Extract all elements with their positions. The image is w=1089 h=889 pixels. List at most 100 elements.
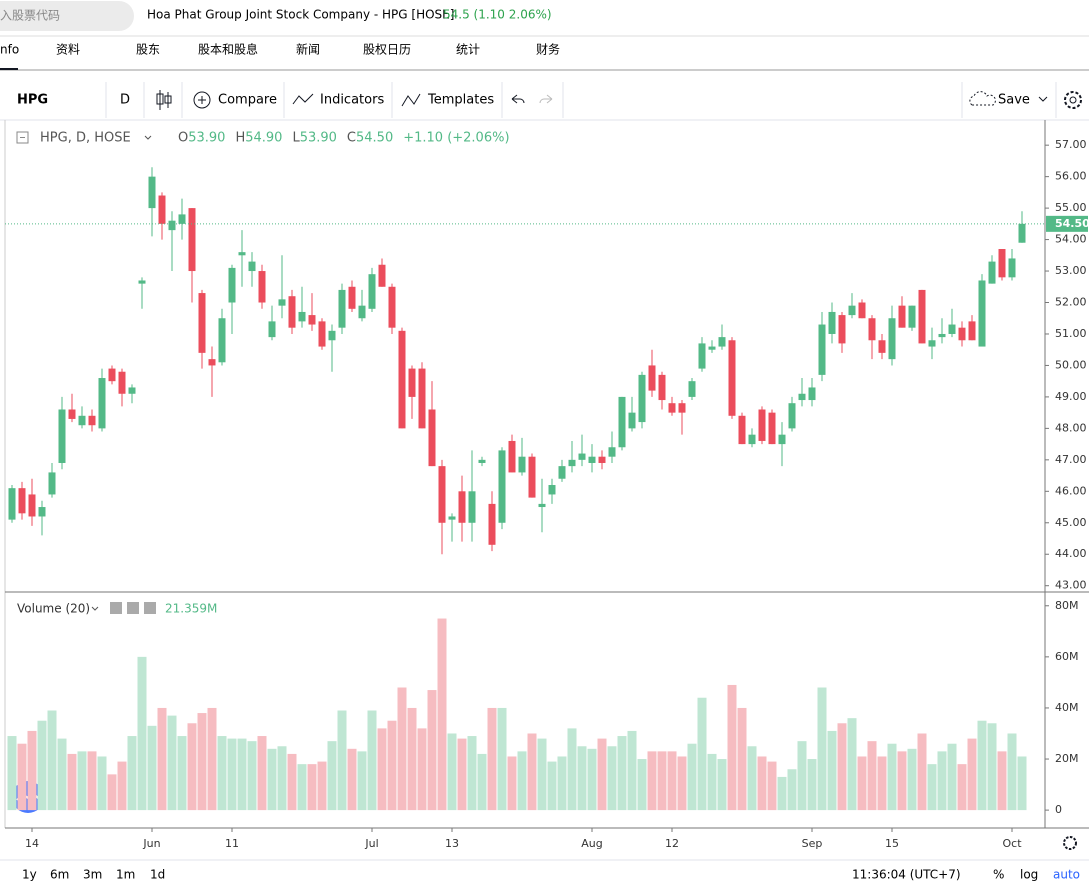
candle-body [598, 456, 606, 463]
candle-body [188, 208, 196, 272]
toolbar-interval[interactable]: D [120, 93, 130, 108]
volume-bar [917, 733, 927, 811]
volume-bar [147, 725, 157, 811]
candle-body [138, 280, 146, 284]
candle-body [498, 450, 506, 523]
percent-toggle[interactable]: % [993, 868, 1004, 882]
volume-bar [367, 710, 377, 811]
close-icon[interactable] [144, 602, 156, 614]
candle-body [328, 330, 336, 341]
legend-value: 54.50 [356, 131, 393, 146]
volume-bar [357, 751, 367, 811]
volume-bar [437, 618, 447, 811]
candle-body [748, 434, 756, 445]
candle-body [178, 214, 186, 224]
volume-bar [987, 723, 997, 811]
legend-value: 54.90 [245, 131, 282, 146]
undo-icon[interactable] [511, 94, 525, 104]
volume-bar [637, 759, 647, 811]
range-button[interactable]: 1d [150, 868, 165, 882]
compare-button[interactable]: Compare [218, 93, 277, 108]
volume-bar [37, 720, 47, 811]
volume-bar [997, 751, 1007, 811]
tab[interactable]: 股权日历 [363, 43, 411, 57]
volume-bar [157, 707, 167, 811]
candle-body [658, 374, 666, 401]
volume-bar [307, 764, 317, 811]
redo-icon[interactable] [539, 94, 553, 104]
candle-body [378, 264, 386, 287]
volume-bar [417, 728, 427, 811]
tab[interactable]: 股本和股息 [198, 42, 258, 57]
toolbar-symbol[interactable]: HPG [17, 93, 48, 108]
candle-body [208, 359, 216, 366]
candle-body [488, 503, 496, 545]
templates-icon[interactable] [401, 93, 421, 107]
save-button[interactable]: Save [998, 93, 1030, 108]
volume-bar [177, 736, 187, 811]
y-tick-label: 50.00 [1055, 358, 1087, 371]
last-price-tag [1046, 215, 1088, 232]
volume-bar [57, 738, 67, 811]
gear-icon[interactable] [127, 602, 139, 614]
candle-body [928, 340, 936, 347]
volume-bar [597, 738, 607, 811]
volume-bar [627, 730, 637, 811]
candle-body [918, 289, 926, 344]
tab[interactable]: nfo [0, 43, 19, 57]
volume-bar [547, 761, 557, 811]
volume-bar [487, 707, 497, 811]
range-button[interactable]: 1y [22, 868, 37, 882]
volume-bar [87, 751, 97, 811]
volume-bar [67, 753, 77, 811]
candle-body [838, 315, 846, 344]
collapse-icon[interactable] [16, 131, 29, 144]
volume-bar [677, 756, 687, 811]
eye-icon[interactable] [110, 602, 122, 614]
y-tick-label: 54.00 [1055, 233, 1087, 246]
volume-menu[interactable] [91, 606, 99, 611]
volume-bar [767, 761, 777, 811]
axis-settings[interactable] [1063, 836, 1077, 850]
volume-bar [327, 741, 337, 811]
volume-bar [457, 738, 467, 811]
volume-bar [877, 756, 887, 811]
settings-icon[interactable] [1064, 91, 1082, 109]
chart-type-icon[interactable] [156, 90, 172, 110]
candle-body [728, 340, 736, 416]
templates-button[interactable]: Templates [427, 93, 494, 108]
candle-body [768, 412, 776, 445]
volume-bar [517, 751, 527, 811]
tab[interactable]: 股东 [136, 43, 160, 57]
range-button[interactable]: 3m [83, 868, 102, 882]
range-button[interactable]: 1m [116, 868, 135, 882]
candle-body [198, 293, 206, 353]
candle-body [308, 315, 316, 325]
tab[interactable]: 新闻 [296, 42, 320, 57]
volume-bar [247, 741, 257, 811]
tab[interactable]: 资料 [56, 43, 80, 57]
tab[interactable]: 统计 [456, 43, 480, 57]
indicators-icon[interactable] [292, 93, 314, 105]
volume-bar [527, 733, 537, 811]
volume-bar [297, 764, 307, 811]
legend-menu[interactable] [144, 135, 152, 140]
legend-symbol[interactable]: HPG, D, HOSE [40, 131, 131, 146]
auto-toggle[interactable]: auto [1053, 868, 1080, 882]
candle-body [888, 318, 896, 360]
candle-body [218, 318, 226, 363]
indicators-button[interactable]: Indicators [320, 93, 384, 108]
compare-icon[interactable] [193, 91, 211, 109]
volume-bar [557, 756, 567, 811]
volume-bar [707, 753, 717, 811]
candle-body [28, 494, 36, 517]
volume-bar [397, 687, 407, 811]
legend-label: O [178, 131, 188, 146]
save-menu[interactable] [1038, 96, 1048, 102]
search-box[interactable] [0, 1, 134, 31]
tab[interactable]: 财务 [536, 42, 560, 57]
candle-body [808, 387, 816, 401]
range-button[interactable]: 6m [50, 868, 69, 882]
candle-body [968, 321, 976, 341]
log-toggle[interactable]: log [1020, 868, 1038, 882]
